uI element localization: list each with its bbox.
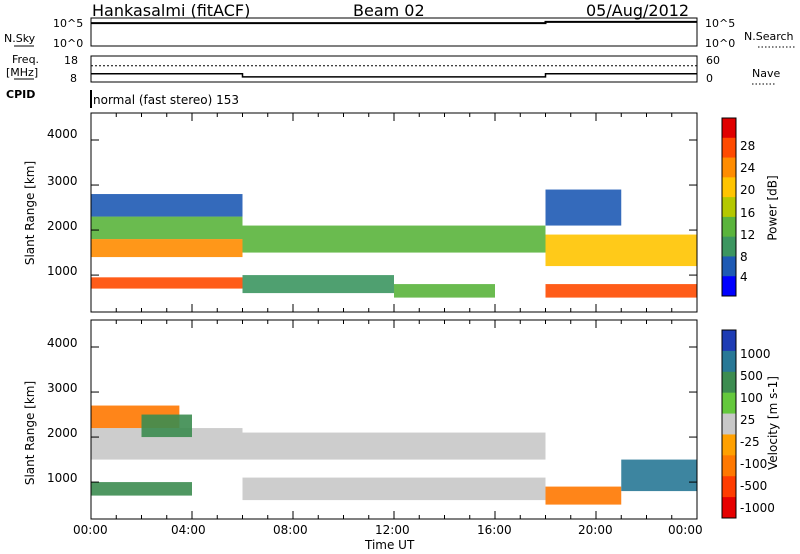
power-cbar-tick-12: 12 xyxy=(740,228,756,242)
power-band-7 xyxy=(545,234,697,267)
xtick-04: 04:00 xyxy=(171,523,206,537)
power-band-1 xyxy=(91,216,243,240)
power-band-3 xyxy=(91,194,243,217)
station-title: Hankasalmi (fitACF) xyxy=(92,1,251,20)
velocity-cbar-swatch-8 xyxy=(722,497,736,519)
freq-tick-bottom: 8 xyxy=(70,72,77,85)
power-band-4 xyxy=(242,225,546,253)
velocity-ytick-4000: 4000 xyxy=(47,336,78,350)
vel-cbar-tick-25: 25 xyxy=(740,413,756,427)
power-cbar-tick-24: 24 xyxy=(740,161,756,175)
vel-cbar-tick-m1000: -1000 xyxy=(740,501,775,515)
nave-tick-top: 60 xyxy=(706,54,720,67)
power-cbar-tick-8: 8 xyxy=(740,250,748,264)
nsearch-tick-bottom: 10^0 xyxy=(705,37,736,50)
power-cbar-label: Power [dB] xyxy=(765,175,780,241)
power-ytick-4000: 4000 xyxy=(47,127,78,141)
freq-strip-frame xyxy=(90,55,698,83)
nsky-strip-frame xyxy=(90,17,698,47)
power-cbar-swatch-8 xyxy=(722,276,736,297)
power-band-0 xyxy=(91,239,243,258)
xtick-24: 00:00 xyxy=(668,523,703,537)
velocity-band-6 xyxy=(545,486,622,505)
xtick-12: 12:00 xyxy=(375,523,410,537)
freq-unit-label: [MHz] xyxy=(6,66,39,79)
date-title: 05/Aug/2012 xyxy=(586,1,690,20)
velocity-cbar-swatch-4 xyxy=(722,413,736,435)
power-cbar-swatch-5 xyxy=(722,216,736,238)
freq-series-line xyxy=(91,72,697,78)
velocity-band-4 xyxy=(242,432,546,460)
power-cbar-swatch-7 xyxy=(722,256,736,277)
power-cbar-frame xyxy=(721,117,737,297)
power-cbar-tick-4: 4 xyxy=(740,270,748,284)
power-cbar-swatch-3 xyxy=(722,177,736,198)
power-band-2 xyxy=(91,277,243,289)
freq-label: Freq. xyxy=(12,53,40,66)
power-band-5 xyxy=(242,275,394,294)
power-cbar-tick-16: 16 xyxy=(740,206,756,220)
velocity-ytick-1000: 1000 xyxy=(47,471,78,485)
velocity-band-3 xyxy=(91,482,192,496)
xtick-00: 00:00 xyxy=(73,523,108,537)
power-cbar-swatch-1 xyxy=(722,137,736,159)
power-cbar-swatch-2 xyxy=(722,157,736,178)
xtick-20: 20:00 xyxy=(578,523,613,537)
velocity-ytick-3000: 3000 xyxy=(47,381,78,395)
cpid-label: CPID xyxy=(6,88,36,101)
power-band-6 xyxy=(394,284,495,298)
nsky-label: N.Sky xyxy=(4,32,36,45)
power-band-9 xyxy=(545,189,622,226)
vel-cbar-tick-500: 500 xyxy=(740,369,763,383)
vel-cbar-tick-m100: -100 xyxy=(740,457,768,471)
nsky-tick-bottom: 10^0 xyxy=(53,37,84,50)
velocity-cbar-swatch-7 xyxy=(722,476,736,498)
power-cbar-swatch-0 xyxy=(722,118,736,139)
velocity-cbar-swatch-6 xyxy=(722,455,736,477)
nsky-tick-top: 10^5 xyxy=(53,17,84,30)
vel-cbar-tick-100: 100 xyxy=(740,391,763,405)
cpid-text: normal (fast stereo) 153 xyxy=(93,93,240,107)
nave-tick-bottom: 0 xyxy=(706,72,713,85)
power-cbar-swatch-6 xyxy=(722,236,736,257)
velocity-ylabel: Slant Range [km] xyxy=(23,380,38,486)
velocity-band-2 xyxy=(141,414,192,438)
power-cbar-tick-20: 20 xyxy=(740,183,756,197)
nsearch-label: N.Search xyxy=(744,30,794,43)
xtick-08: 08:00 xyxy=(273,523,308,537)
velocity-cbar-swatch-1 xyxy=(722,350,736,373)
velocity-cbar-swatch-0 xyxy=(722,330,736,352)
power-cbar-swatch-4 xyxy=(722,197,736,218)
power-ylabel: Slant Range [km] xyxy=(23,160,38,266)
power-band-8 xyxy=(545,284,697,298)
freq-tick-top: 18 xyxy=(64,54,78,67)
power-ytick-2000: 2000 xyxy=(47,219,78,233)
nsky-series-line xyxy=(91,20,697,25)
beam-title: Beam 02 xyxy=(353,1,425,20)
velocity-cbar-swatch-3 xyxy=(722,392,736,415)
nave-label: Nave xyxy=(752,67,781,80)
vel-cbar-tick-1000: 1000 xyxy=(740,347,771,361)
velocity-cbar-label: Velocity [m s-1] xyxy=(765,376,780,470)
velocity-cbar-swatch-5 xyxy=(722,434,736,456)
xtick-16: 16:00 xyxy=(477,523,512,537)
power-cbar-tick-28: 28 xyxy=(740,139,756,153)
velocity-band-7 xyxy=(621,459,697,492)
velocity-band-5 xyxy=(242,477,546,501)
velocity-cbar-swatch-2 xyxy=(722,371,736,394)
velocity-ytick-2000: 2000 xyxy=(47,426,78,440)
velocity-cbar-frame xyxy=(721,329,737,519)
power-ytick-1000: 1000 xyxy=(47,264,78,278)
vel-cbar-tick-m500: -500 xyxy=(740,479,768,493)
xlabel: Time UT xyxy=(365,538,415,552)
vel-cbar-tick-m25: -25 xyxy=(740,435,760,449)
power-ytick-3000: 3000 xyxy=(47,174,78,188)
nsearch-tick-top: 10^5 xyxy=(705,17,736,30)
